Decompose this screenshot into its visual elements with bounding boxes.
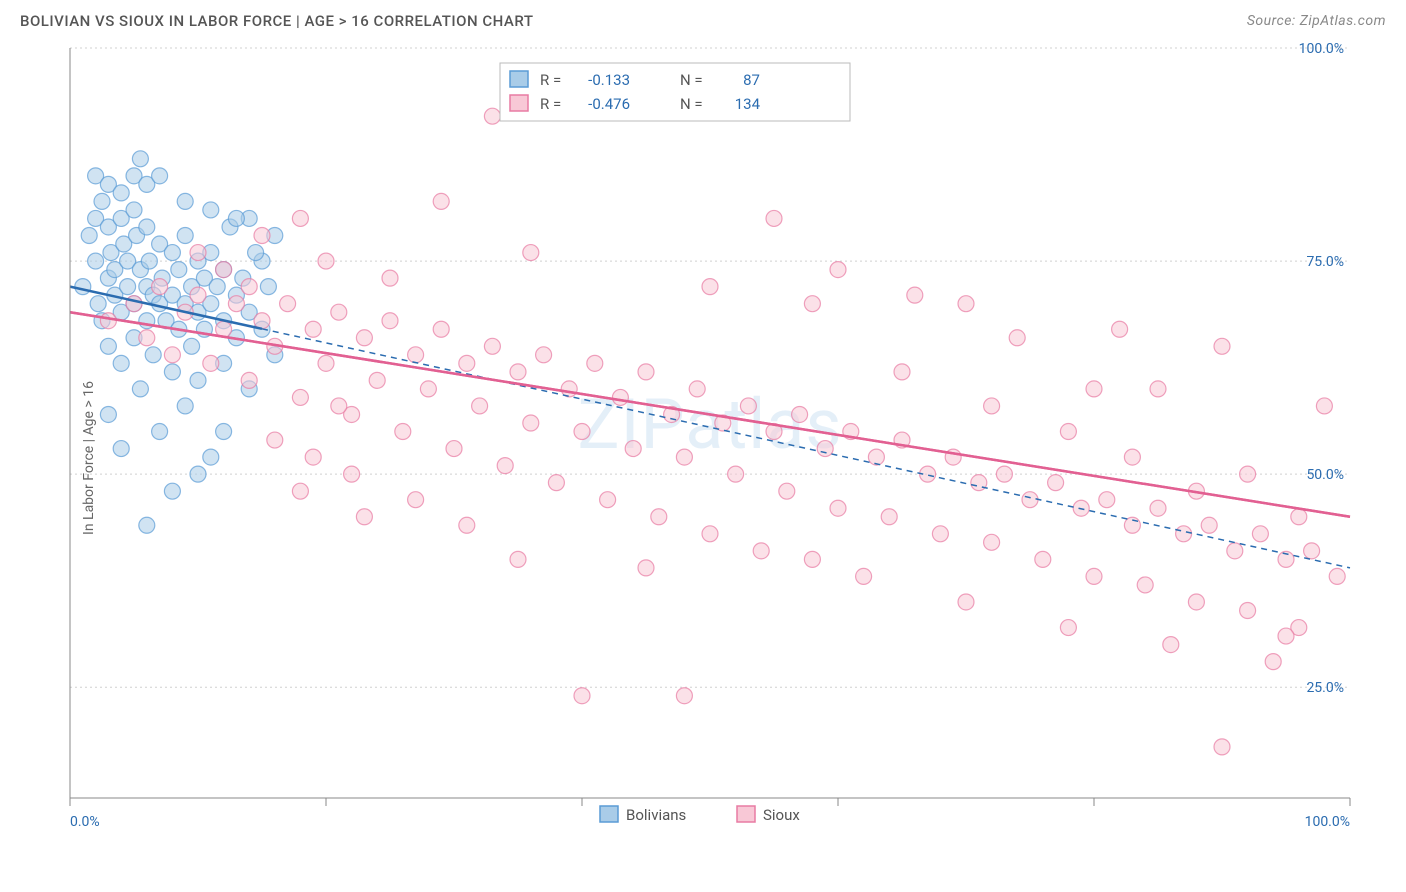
chart-title: BOLIVIAN VS SIOUX IN LABOR FORCE | AGE >… (20, 12, 533, 30)
svg-text:134: 134 (735, 95, 761, 113)
svg-text:N =: N = (680, 71, 703, 89)
svg-text:87: 87 (743, 71, 760, 89)
svg-text:-0.476: -0.476 (588, 95, 630, 113)
title-bar: BOLIVIAN VS SIOUX IN LABOR FORCE | AGE >… (0, 0, 1406, 38)
scatter-chart: 25.0%50.0%75.0%100.0%ZIPatlas0.0%100.0%R… (20, 38, 1360, 878)
svg-text:50.0%: 50.0% (1306, 467, 1344, 483)
y-axis-title: In Labor Force | Age > 16 (81, 381, 97, 535)
chart-source: Source: ZipAtlas.com (1247, 13, 1386, 29)
chart-area: In Labor Force | Age > 16 25.0% 50.0% 75.0… (20, 38, 1386, 878)
svg-text:100.0%: 100.0% (1305, 814, 1350, 830)
svg-text:75.0%: 75.0% (1306, 254, 1344, 270)
svg-text:R =: R = (540, 95, 561, 113)
svg-text:Bolivians: Bolivians (626, 806, 686, 824)
svg-text:R =: R = (540, 71, 561, 89)
svg-text:100.0%: 100.0% (1299, 41, 1344, 57)
svg-text:-0.133: -0.133 (588, 71, 630, 89)
svg-text:25.0%: 25.0% (1306, 680, 1344, 696)
svg-text:N =: N = (680, 95, 703, 113)
svg-text:0.0%: 0.0% (70, 814, 100, 830)
svg-text:Sioux: Sioux (763, 806, 800, 824)
